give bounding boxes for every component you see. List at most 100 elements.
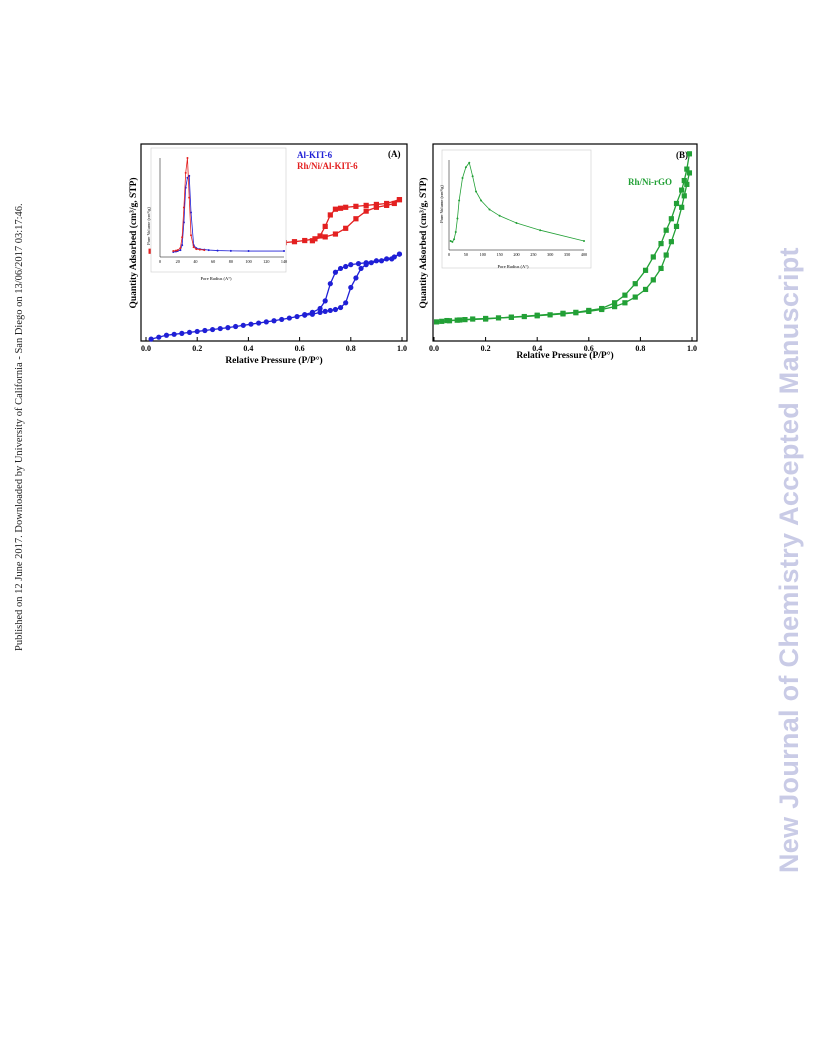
inset-data-point [229, 249, 232, 252]
data-point [363, 262, 369, 268]
data-point [217, 325, 223, 332]
x-tick-label: 0.0 [429, 344, 439, 353]
inset-data-point [283, 250, 285, 253]
data-point [684, 181, 690, 187]
x-tick-label: 0.4 [243, 344, 253, 353]
data-point [343, 204, 349, 210]
panel-b-label: (B) [676, 150, 688, 160]
data-point [679, 204, 685, 210]
data-point [343, 300, 349, 306]
inset-x-tick-label: 100 [245, 259, 251, 264]
data-point [353, 203, 359, 209]
inset-data-point [188, 174, 191, 177]
inset-x-tick-label: 250 [530, 252, 536, 257]
inset-data-point [184, 171, 187, 174]
data-point [202, 327, 208, 334]
panel-a-x-axis: 0.0 0.2 0.4 0.6 0.8 1.0 [141, 337, 407, 353]
data-point [163, 332, 170, 338]
inset-data-point [488, 208, 491, 211]
inset-data-point [453, 238, 456, 241]
data-point [279, 316, 285, 323]
inset-x-tick-label: 300 [547, 252, 553, 257]
inset-data-point [192, 246, 195, 249]
data-point [332, 206, 339, 212]
data-point [186, 329, 193, 336]
data-point [179, 330, 185, 336]
inset-data-point [451, 240, 454, 243]
data-point [642, 286, 649, 293]
inset-x-tick-label: 140 [281, 259, 287, 264]
data-point [363, 208, 369, 214]
data-point [343, 225, 349, 231]
x-tick-label: 0.6 [295, 344, 305, 353]
data-point [612, 300, 618, 306]
panel-a: (A) Al-KIT-6 Rh/Ni/Al-KIT-6 0.0 0.2 0.4 0.6… [128, 143, 408, 366]
inset-data-point [471, 175, 474, 178]
data-point [240, 322, 246, 328]
inset-data-point [181, 236, 184, 239]
inset-data-point [464, 166, 467, 169]
data-point [291, 239, 298, 245]
x-tick-label: 0.0 [141, 344, 151, 353]
data-point [684, 166, 690, 172]
data-point [271, 318, 277, 324]
inset-data-point [247, 250, 250, 253]
panel-a-y-axis-title: Quantity Adsorbed (cm³/g, STP) [128, 177, 139, 308]
data-point [599, 305, 605, 312]
panel-a-inset-frame [150, 147, 287, 273]
data-point [263, 319, 269, 325]
data-point [663, 252, 669, 258]
data-point [573, 309, 579, 315]
panel-b-inset-x-title: Pore Radius (A°) [497, 264, 529, 269]
inset-data-point [181, 244, 184, 247]
inset-data-point [179, 247, 182, 250]
panel-b: (B) Rh/Ni-rGO 0.0 0.2 0.4 0.6 0.8 1.0 Relativ… [418, 143, 698, 361]
inset-data-point [475, 190, 477, 193]
data-point [378, 258, 385, 264]
data-point [156, 334, 162, 340]
data-point [327, 307, 333, 314]
panel-a-frame [140, 143, 408, 342]
panel-a-inset: 0 20 40 60 80 100 120 140 [159, 157, 287, 264]
data-point [302, 312, 308, 318]
x-tick-label: 1.0 [687, 344, 697, 353]
panel-b-x-axis-title: Relative Pressure (P/P°) [516, 350, 613, 361]
data-point [286, 315, 292, 321]
data-point [673, 200, 680, 207]
data-point [650, 254, 656, 260]
data-point [348, 262, 354, 268]
data-point [439, 318, 445, 324]
inset-x-tick-label: 0 [448, 252, 450, 257]
data-point [673, 223, 680, 229]
inset-data-point [179, 249, 182, 252]
data-point [679, 187, 685, 193]
inset-data-point [515, 222, 518, 224]
inset-x-tick-label: 60 [211, 259, 215, 264]
inset-x-tick-label: 80 [229, 259, 233, 264]
inset-x-tick-label: 50 [464, 252, 468, 257]
data-point [632, 281, 638, 287]
inset-data-point [198, 248, 201, 251]
x-tick-label: 0.6 [584, 344, 594, 353]
inset-data-point [174, 249, 177, 252]
data-point [483, 316, 489, 322]
inset-x-tick-label: 100 [480, 252, 486, 257]
panel-b-plot-area [433, 151, 693, 325]
data-point [309, 311, 315, 317]
data-point [642, 267, 649, 273]
inset-x-tick-label: 20 [176, 259, 180, 264]
data-point [658, 240, 664, 247]
data-point [353, 275, 359, 281]
inset-data-point [195, 248, 198, 251]
inset-data-point [458, 199, 461, 202]
inset-data-point [216, 249, 219, 252]
data-point [622, 300, 628, 306]
data-point [389, 256, 395, 262]
data-point [332, 269, 339, 275]
panel-b-inset: 0 50 100 150 200 250 300 350 400 [448, 160, 587, 257]
inset-data-point [456, 217, 459, 220]
data-point [686, 170, 693, 176]
data-point [317, 305, 323, 312]
inset-x-tick-label: 400 [581, 252, 587, 257]
legend-entry-rh-ni-al-kit-6: Rh/Ni/Al-KIT-6 [297, 161, 358, 171]
